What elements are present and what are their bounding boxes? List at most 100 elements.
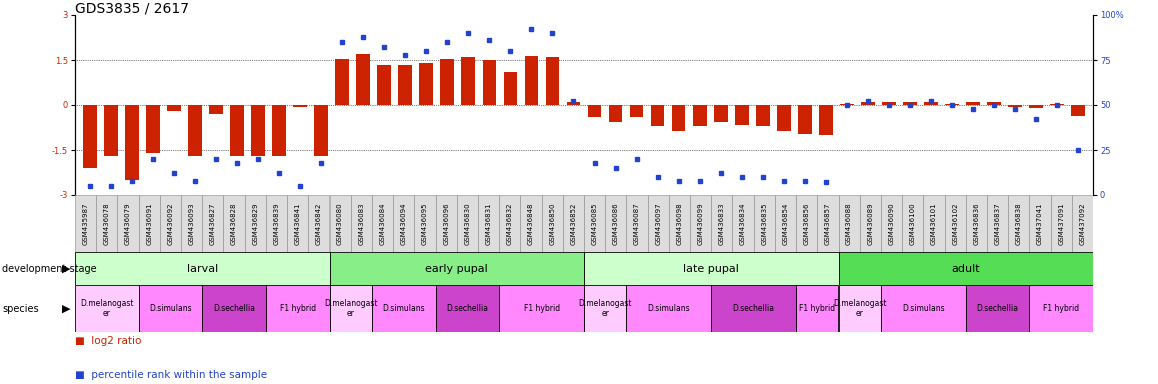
Bar: [146, 105, 160, 153]
Bar: [945, 195, 966, 252]
Bar: [630, 105, 644, 117]
Bar: [372, 285, 435, 332]
Bar: [838, 252, 1093, 285]
Bar: [609, 105, 622, 121]
Bar: [139, 195, 160, 252]
Text: GSM436085: GSM436085: [592, 202, 598, 245]
Text: GSM436100: GSM436100: [910, 202, 916, 245]
Text: D.melanogast
er: D.melanogast er: [579, 299, 632, 318]
Bar: [357, 54, 371, 105]
Text: GSM435987: GSM435987: [82, 202, 89, 245]
Bar: [988, 102, 1001, 105]
Bar: [966, 195, 987, 252]
Text: GSM437041: GSM437041: [1036, 202, 1043, 245]
Bar: [203, 195, 223, 252]
Bar: [125, 105, 139, 180]
Bar: [542, 195, 563, 252]
Bar: [733, 195, 754, 252]
Bar: [499, 195, 520, 252]
Text: GSM436854: GSM436854: [783, 202, 789, 245]
Text: D.simulans: D.simulans: [647, 304, 690, 313]
Bar: [308, 195, 330, 252]
Bar: [735, 105, 748, 124]
Bar: [584, 285, 626, 332]
Text: D.simulans: D.simulans: [382, 304, 425, 313]
Bar: [336, 58, 349, 105]
Text: early pupal: early pupal: [425, 263, 489, 273]
Text: larval: larval: [186, 263, 218, 273]
Text: GSM436101: GSM436101: [931, 202, 937, 245]
Bar: [859, 195, 881, 252]
Bar: [945, 104, 959, 105]
Bar: [1009, 105, 1023, 106]
Bar: [330, 285, 372, 332]
Text: GSM436856: GSM436856: [804, 202, 809, 245]
Bar: [230, 105, 244, 156]
Bar: [435, 285, 499, 332]
Text: development stage: development stage: [2, 263, 97, 273]
Bar: [838, 285, 881, 332]
Bar: [626, 285, 711, 332]
Bar: [139, 285, 203, 332]
Text: GSM436831: GSM436831: [485, 202, 491, 245]
Bar: [456, 195, 478, 252]
Bar: [690, 195, 711, 252]
Text: F1 hybrid: F1 hybrid: [799, 304, 835, 313]
Text: ■  log2 ratio: ■ log2 ratio: [75, 336, 141, 346]
Bar: [478, 195, 499, 252]
Bar: [713, 105, 727, 121]
Bar: [117, 195, 139, 252]
Bar: [330, 252, 584, 285]
Text: GSM437091: GSM437091: [1058, 202, 1064, 245]
Text: adult: adult: [952, 263, 980, 273]
Text: GSM436092: GSM436092: [168, 202, 174, 245]
Bar: [566, 102, 580, 105]
Text: GSM436827: GSM436827: [210, 202, 215, 245]
Text: D.sechellia: D.sechellia: [446, 304, 489, 313]
Bar: [96, 195, 117, 252]
Bar: [651, 105, 665, 126]
Bar: [167, 105, 181, 111]
Text: F1 hybrid: F1 hybrid: [523, 304, 559, 313]
Bar: [796, 285, 838, 332]
Text: GSM436848: GSM436848: [528, 202, 534, 245]
Text: F1 hybrid: F1 hybrid: [1043, 304, 1079, 313]
Bar: [287, 195, 308, 252]
Bar: [882, 102, 896, 105]
Text: GSM436083: GSM436083: [358, 202, 365, 245]
Bar: [440, 58, 454, 105]
Bar: [838, 195, 859, 252]
Text: GSM436095: GSM436095: [422, 202, 428, 245]
Bar: [798, 105, 812, 134]
Bar: [966, 285, 1029, 332]
Text: GSM436088: GSM436088: [846, 202, 852, 245]
Bar: [1072, 195, 1093, 252]
Bar: [584, 195, 606, 252]
Text: GSM436839: GSM436839: [273, 202, 279, 245]
Text: GSM436857: GSM436857: [824, 202, 831, 245]
Bar: [83, 105, 96, 168]
Bar: [626, 195, 647, 252]
Text: GSM436096: GSM436096: [444, 202, 449, 245]
Bar: [398, 65, 412, 105]
Bar: [504, 72, 518, 105]
Bar: [545, 57, 559, 105]
Bar: [75, 285, 139, 332]
Bar: [775, 195, 796, 252]
Text: GSM436835: GSM436835: [761, 202, 768, 245]
Bar: [314, 105, 328, 156]
Bar: [419, 63, 433, 105]
Text: GSM436842: GSM436842: [316, 202, 322, 245]
Text: GSM436852: GSM436852: [571, 202, 577, 245]
Text: GSM437092: GSM437092: [1079, 202, 1085, 245]
Bar: [862, 102, 874, 105]
Bar: [669, 195, 690, 252]
Bar: [266, 195, 287, 252]
Bar: [923, 195, 945, 252]
Bar: [266, 285, 330, 332]
Text: GSM436091: GSM436091: [146, 202, 152, 245]
Bar: [819, 105, 833, 135]
Bar: [378, 65, 391, 105]
Text: GSM436078: GSM436078: [104, 202, 110, 245]
Text: GSM436094: GSM436094: [401, 202, 406, 245]
